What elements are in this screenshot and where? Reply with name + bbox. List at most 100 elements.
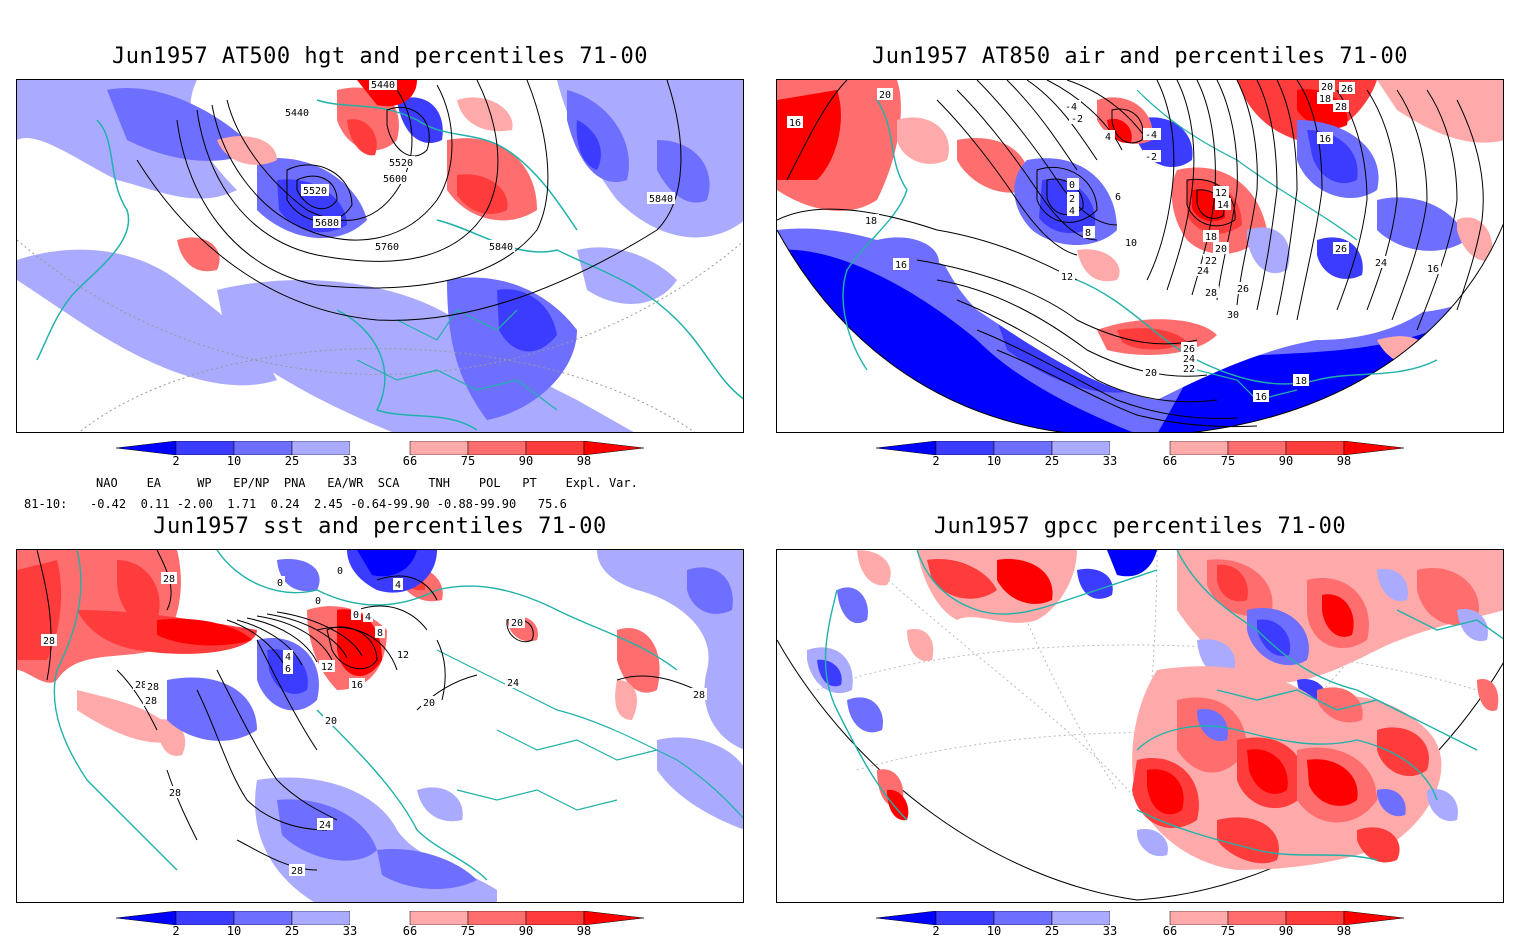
contour-label: 5440 xyxy=(285,108,309,119)
colorbar-label: 75 xyxy=(1220,454,1236,468)
colorbar-svg xyxy=(875,440,1405,456)
colorbar-label: 2 xyxy=(172,454,180,468)
contour-label: -2 xyxy=(1071,114,1083,125)
colorbar-label: 98 xyxy=(576,454,592,468)
colorbar-label: 25 xyxy=(284,454,300,468)
colorbar-label: 98 xyxy=(1336,454,1352,468)
contour-label: 20 xyxy=(1321,82,1333,93)
map-panel-air850: 20 16 18 16 -4 -2 4 -4 -2 0 2 4 6 8 10 1… xyxy=(776,79,1504,433)
contour-label: 30 xyxy=(1227,310,1239,321)
air-contour-labels: 20 16 18 16 -4 -2 4 -4 -2 0 2 4 6 8 10 1… xyxy=(787,80,1441,403)
colorbar-label: 25 xyxy=(1044,924,1060,938)
contour-label: 2 xyxy=(1069,194,1075,205)
colorbar-panel1: 2 10 25 33 66 75 90 98 xyxy=(115,440,646,468)
contour-label: 4 xyxy=(395,580,401,591)
contour-label: -4 xyxy=(1145,130,1157,141)
contour-label: 4 xyxy=(285,652,291,663)
contour-label: 28 xyxy=(163,574,175,585)
gpcc-map-svg xyxy=(777,550,1503,901)
contour-label: 24 xyxy=(319,820,331,831)
contour-label: 28 xyxy=(43,636,55,647)
contour-label: 18 xyxy=(1205,232,1217,243)
contour-label: 16 xyxy=(1427,264,1439,275)
contour-label: 24 xyxy=(1197,266,1209,277)
contour-label: 5520 xyxy=(303,186,327,197)
contour-label: -2 xyxy=(1145,152,1157,163)
contour-label: -4 xyxy=(1065,102,1077,113)
contour-label: 4 xyxy=(1069,206,1075,217)
contour-label: 14 xyxy=(1217,200,1229,211)
colorbar-label: 98 xyxy=(576,924,592,938)
contour-label: 24 xyxy=(507,678,519,689)
contour-label: 16 xyxy=(1319,134,1331,145)
contour-label: 16 xyxy=(789,118,801,129)
contour-label: 16 xyxy=(351,680,363,691)
contour-label: 28 xyxy=(147,682,159,693)
contour-label: 20 xyxy=(1215,244,1227,255)
contour-label: 6 xyxy=(1115,192,1121,203)
colorbar-label: 90 xyxy=(1278,454,1294,468)
indices-row-label: 81-10: xyxy=(24,497,68,511)
contour-label: 4 xyxy=(365,612,371,623)
contour-label: 6 xyxy=(285,664,291,675)
colorbar-label: 33 xyxy=(1102,924,1118,938)
contour-label: 26 xyxy=(1341,84,1353,95)
contour-label: 18 xyxy=(1319,94,1331,105)
colorbar-svg xyxy=(875,910,1405,926)
panel2-title: Jun1957 AT850 air and percentiles 71-00 xyxy=(871,44,1409,69)
contour-label: 0 xyxy=(277,578,283,589)
contour-label: 0 xyxy=(315,596,321,607)
colorbar-label: 2 xyxy=(172,924,180,938)
contour-label: 28 xyxy=(145,696,157,707)
contour-label: 12 xyxy=(1215,188,1227,199)
hgt-contour-labels: 5440 5440 5520 5520 5600 5680 5760 5840 … xyxy=(283,80,675,253)
panel4-title: Jun1957 gpcc percentiles 71-00 xyxy=(933,514,1347,539)
colorbar-label: 2 xyxy=(932,924,940,938)
colorbar-label: 33 xyxy=(342,454,358,468)
contour-label: 8 xyxy=(1085,228,1091,239)
contour-label: 5840 xyxy=(649,194,673,205)
colorbar-label: 33 xyxy=(342,924,358,938)
contour-label: 0 xyxy=(353,610,359,621)
colorbar-label: 10 xyxy=(226,454,242,468)
colorbar-label: 2 xyxy=(932,454,940,468)
contour-label: 5680 xyxy=(315,218,339,229)
contour-label: 0 xyxy=(1069,180,1075,191)
colorbar-label: 25 xyxy=(1044,454,1060,468)
contour-label: 26 xyxy=(1237,284,1249,295)
colorbar-label: 75 xyxy=(460,924,476,938)
contour-label: 22 xyxy=(1183,364,1195,375)
contour-label: 28 xyxy=(169,788,181,799)
colorbar-label: 25 xyxy=(284,924,300,938)
contour-label: 20 xyxy=(511,618,523,629)
contour-label: 22 xyxy=(1205,256,1217,267)
colorbar-label: 33 xyxy=(1102,454,1118,468)
contour-label: 20 xyxy=(879,90,891,101)
colorbar-label: 10 xyxy=(986,454,1002,468)
colorbar-label: 75 xyxy=(1220,924,1236,938)
colorbar-svg xyxy=(115,440,645,456)
sst-map-svg: 28 28 28 28 0 0 0 4 0 4 8 12 4 6 12 16 2… xyxy=(17,550,743,902)
contour-label: 28 xyxy=(291,866,303,877)
gpcc-precip-patches xyxy=(807,550,1503,870)
contour-label: 20 xyxy=(423,698,435,709)
contour-label: 12 xyxy=(321,662,333,673)
contour-label: 8 xyxy=(377,628,383,639)
contour-label: 16 xyxy=(895,260,907,271)
contour-label: 12 xyxy=(397,650,409,661)
contour-label: 5760 xyxy=(375,242,399,253)
contour-label: 16 xyxy=(1255,392,1267,403)
colorbar-panel4: 2 10 25 33 66 75 90 98 xyxy=(875,910,1406,938)
panel3-title: Jun1957 sst and percentiles 71-00 xyxy=(153,514,607,539)
hgt500-map-svg: 5440 5440 5520 5520 5600 5680 5760 5840 … xyxy=(17,80,743,432)
contour-label: 28 xyxy=(1335,102,1347,113)
map-panel-gpcc xyxy=(776,549,1504,903)
contour-label: 24 xyxy=(1375,258,1387,269)
contour-label: 26 xyxy=(1335,244,1347,255)
colorbar-panel2: 2 10 25 33 66 75 90 98 xyxy=(875,440,1406,468)
contour-label: 18 xyxy=(1295,376,1307,387)
colorbar-label: 90 xyxy=(1278,924,1294,938)
contour-label: 12 xyxy=(1061,272,1073,283)
colorbar-label: 66 xyxy=(402,454,418,468)
colorbar-label: 66 xyxy=(1162,454,1178,468)
